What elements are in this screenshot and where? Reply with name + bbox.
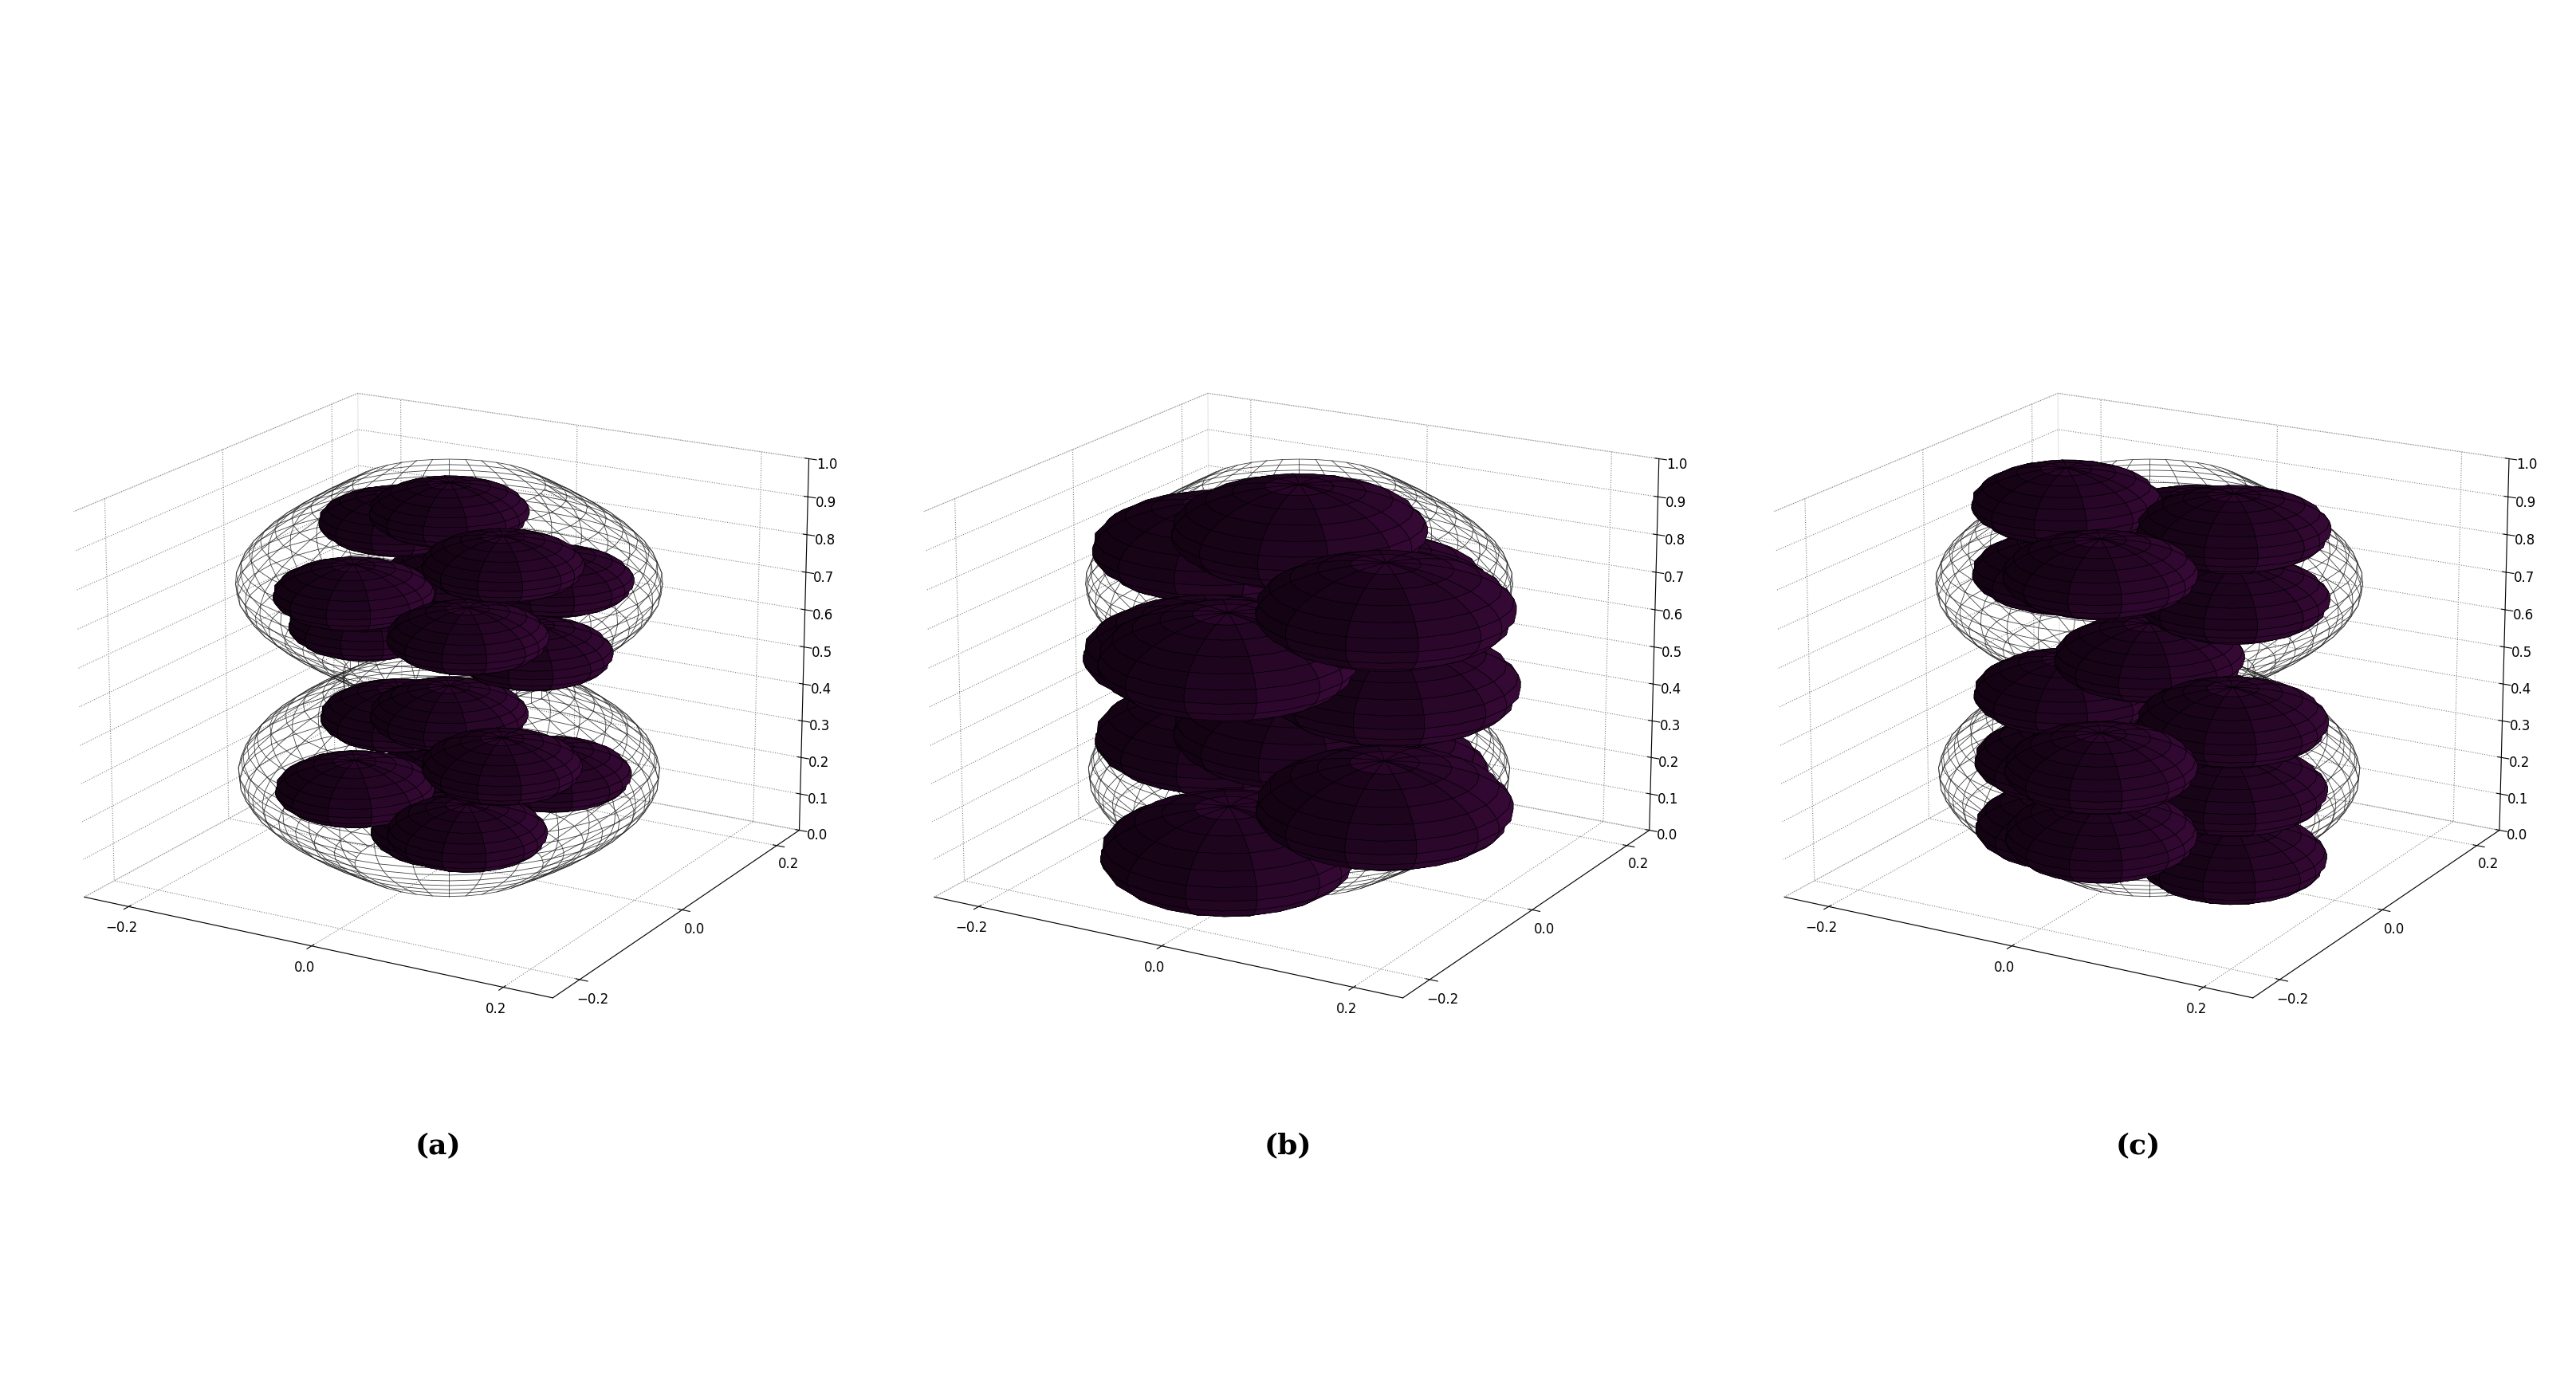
Text: (c): (c) — [2115, 1133, 2161, 1159]
Text: (a): (a) — [415, 1133, 461, 1159]
Text: (b): (b) — [1265, 1133, 1311, 1159]
